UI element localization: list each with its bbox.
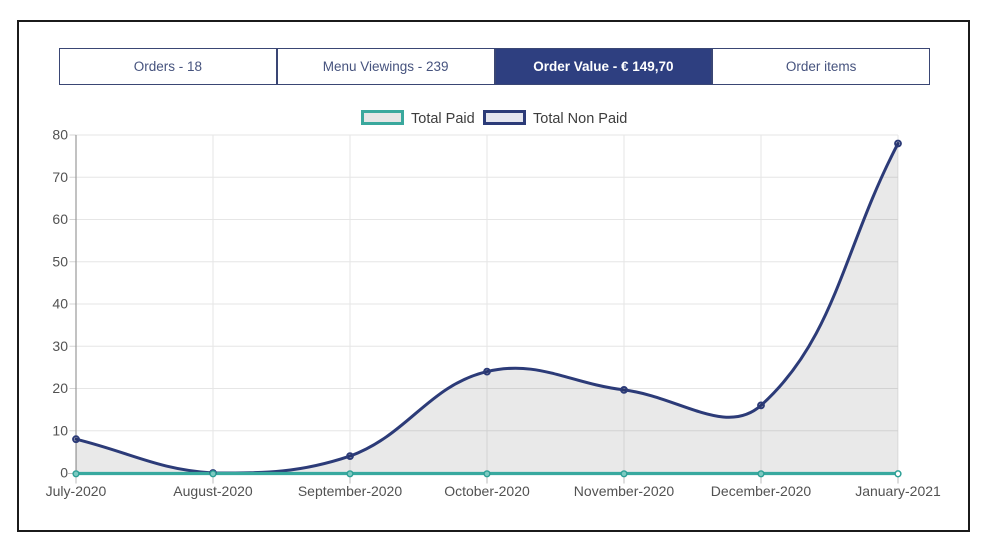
svg-text:20: 20 xyxy=(52,380,68,396)
svg-text:30: 30 xyxy=(52,338,68,354)
svg-text:November-2020: November-2020 xyxy=(574,483,675,499)
svg-text:August-2020: August-2020 xyxy=(173,483,253,499)
svg-text:July-2020: July-2020 xyxy=(46,483,107,499)
svg-text:September-2020: September-2020 xyxy=(298,483,403,499)
svg-text:80: 80 xyxy=(52,127,68,143)
svg-text:October-2020: October-2020 xyxy=(444,483,530,499)
svg-text:60: 60 xyxy=(52,211,68,227)
svg-text:50: 50 xyxy=(52,253,68,269)
svg-text:40: 40 xyxy=(52,296,68,312)
svg-text:70: 70 xyxy=(52,169,68,185)
svg-text:10: 10 xyxy=(52,422,68,438)
svg-text:0: 0 xyxy=(60,465,68,481)
svg-text:December-2020: December-2020 xyxy=(711,483,812,499)
svg-text:January-2021: January-2021 xyxy=(855,483,941,499)
